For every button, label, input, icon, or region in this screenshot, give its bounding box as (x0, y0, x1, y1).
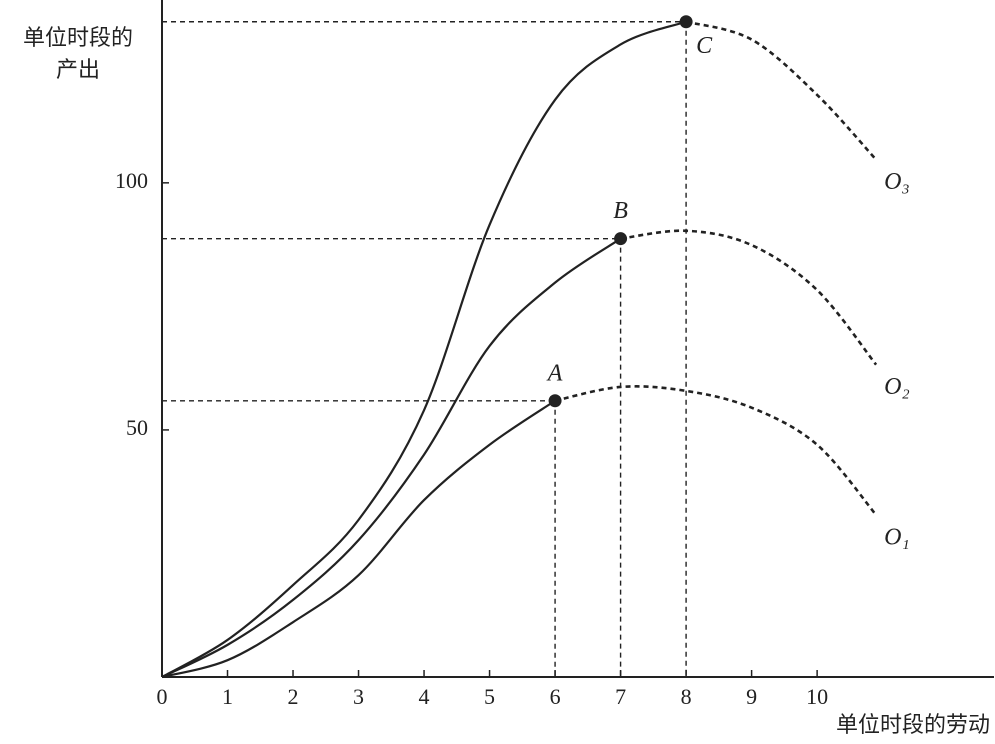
series-label: O₃ (884, 169, 910, 195)
point-label: A (546, 360, 563, 386)
curve-solid (161, 237, 622, 678)
point (614, 232, 628, 246)
series-label: O₂ (884, 374, 910, 400)
x-tick-label: 3 (353, 684, 364, 709)
x-tick-label: 0 (157, 684, 168, 709)
point-label: B (613, 198, 628, 224)
x-axis-label: 单位时段的劳动 (836, 712, 990, 737)
x-tick-label: 5 (484, 684, 495, 709)
point (679, 15, 693, 29)
series-label: O₁ (884, 524, 910, 550)
y-tick-label: 100 (115, 168, 148, 193)
x-tick-label: 6 (550, 684, 561, 709)
curve-dashed (685, 20, 878, 161)
y-axis-label-line1: 单位时段的 (23, 25, 133, 50)
x-tick-label: 10 (806, 684, 828, 709)
curve-dashed (554, 385, 878, 516)
x-tick-label: 1 (222, 684, 233, 709)
x-tick-label: 4 (419, 684, 430, 709)
x-tick-label: 8 (681, 684, 692, 709)
x-tick-label: 7 (615, 684, 626, 709)
curve-solid (161, 20, 687, 678)
point-label: C (696, 33, 713, 59)
x-tick-label: 9 (746, 684, 757, 709)
y-tick-label: 50 (126, 415, 148, 440)
x-tick-label: 2 (288, 684, 299, 709)
point (548, 394, 562, 408)
curve-dashed (620, 229, 878, 366)
curve-solid (161, 399, 556, 679)
y-axis-label-line2: 产出 (56, 57, 100, 82)
